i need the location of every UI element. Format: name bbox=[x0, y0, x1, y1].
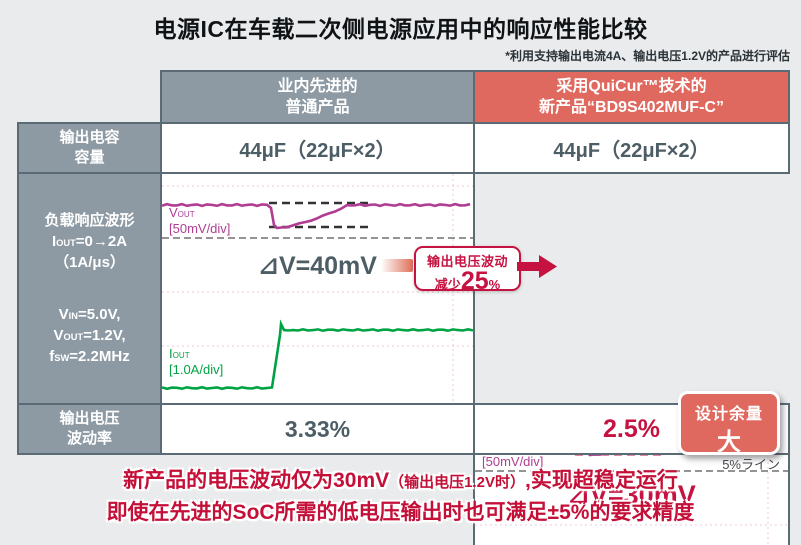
ripple-value-competitor: 3.33% bbox=[160, 403, 475, 455]
right-arrow-icon bbox=[517, 255, 557, 278]
load-response-conditions-bottom: VIN=5.0V, VOUT=1.2V, fSW=2.2MHz bbox=[19, 304, 160, 368]
evaluation-note: *利用支持输出电流4A、输出电压1.2V的产品进行评估 bbox=[505, 49, 790, 63]
capacitance-value-new-product: 44μF（22μF×2） bbox=[473, 122, 790, 174]
waveform-chart-competitor bbox=[162, 174, 473, 403]
capacitance-label-line1: 输出电容 bbox=[59, 128, 120, 146]
row-label-output-capacitance: 输出电容 容量 bbox=[17, 122, 162, 174]
design-margin-line1: 设计余量 bbox=[694, 406, 763, 423]
five-percent-line-label: 5%ライン bbox=[722, 457, 780, 472]
competitor-header-line1: 业内先进的 bbox=[277, 77, 358, 95]
design-margin-line2: 大 bbox=[717, 429, 741, 456]
capacitance-label-line2: 容量 bbox=[74, 149, 105, 166]
footer-line2: 即使在先进的SoC所需的低电压输出时也可满足±5%的要求精度 bbox=[106, 501, 695, 524]
fading-arrow-icon bbox=[382, 259, 413, 272]
footer-line1: 新产品的电压波动仅为30mV（输出电压1.2V时）,实现超稳定运行 bbox=[123, 469, 678, 492]
column-header-competitor: 业内先进的 普通产品 bbox=[160, 70, 475, 124]
competitor-header-line2: 普通产品 bbox=[285, 99, 350, 116]
new-product-header-line1: 采用QuiCur™技术的 bbox=[556, 77, 707, 95]
column-header-new-product: 采用QuiCur™技术的 新产品“BD9S402MUF-C” bbox=[473, 70, 790, 124]
vout-trace-label: VOUT [50mV/div] bbox=[169, 205, 231, 236]
design-margin-badge: 设计余量 大 bbox=[678, 391, 780, 456]
condition-fsw: fSW=2.2MHz bbox=[49, 348, 130, 366]
capacitance-value-competitor: 44μF（22μF×2） bbox=[160, 122, 475, 174]
load-response-slewrate: （1A/μs） bbox=[54, 254, 125, 272]
row-label-ripple-rate: 输出电压 波动率 bbox=[17, 403, 162, 455]
reduction-badge-line1: 输出电压波动 bbox=[426, 254, 508, 269]
new-product-header-line2: 新产品“BD9S402MUF-C” bbox=[539, 99, 724, 116]
delta-v-competitor: ⊿V=40mV bbox=[258, 252, 377, 280]
load-response-title: 负载响应波形 bbox=[44, 211, 135, 229]
reduction-badge-line2: 减少25% bbox=[434, 267, 501, 295]
condition-vout: VOUT=1.2V, bbox=[53, 326, 126, 344]
load-response-conditions-top: 负载响应波形 IOUT=0→2A （1A/μs） bbox=[19, 210, 160, 274]
iout-trace-label: IOUT [1.0A/div] bbox=[169, 346, 224, 377]
page-title: 电源IC在车载二次侧电源应用中的响应性能比较 bbox=[153, 16, 648, 42]
load-response-iout-line: IOUT=0→2A bbox=[51, 232, 128, 250]
ripple-label-line1: 输出电压 bbox=[59, 409, 120, 427]
row-label-load-response: 负载响应波形 IOUT=0→2A （1A/μs） VIN=5.0V, VOUT=… bbox=[17, 172, 162, 405]
delta-v-new-product: ⊿V=30mV bbox=[567, 480, 696, 510]
condition-vin: VIN=5.0V, bbox=[58, 305, 121, 323]
ripple-label-line2: 波动率 bbox=[66, 430, 112, 447]
ripple-reduction-badge: 输出电压波动 减少25% bbox=[414, 246, 521, 295]
